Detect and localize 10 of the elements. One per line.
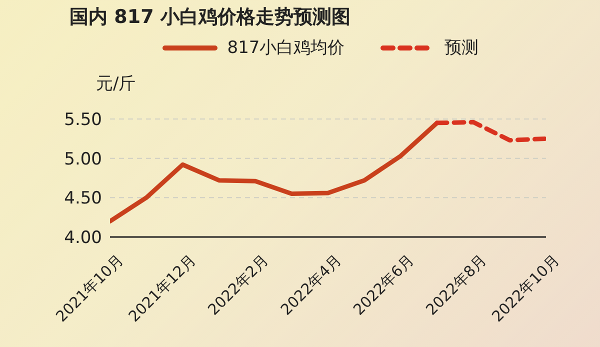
y-axis-title: 元/斤	[96, 73, 136, 95]
y-tick-label: 4.50	[64, 188, 102, 209]
y-tick-label: 5.50	[64, 110, 102, 130]
chart-title: 国内 817 小白鸡价格走势预测图	[68, 5, 352, 30]
y-tick-label: 5.00	[64, 149, 102, 170]
line-series	[110, 120, 440, 224]
line-series	[434, 120, 546, 142]
y-tick-label: 4.00	[64, 228, 102, 248]
legend-label: 817小白鸡均价	[227, 37, 345, 59]
legend-label: 预测	[444, 37, 479, 59]
